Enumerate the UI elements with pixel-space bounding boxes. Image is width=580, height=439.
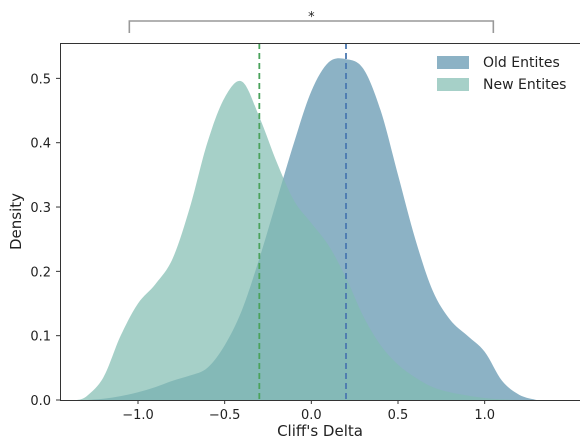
y-tick-label: 0.5 xyxy=(30,72,51,87)
x-axis-ticks: −1.0 −0.5 0.0 0.5 1.0 xyxy=(122,400,495,423)
y-tick-label: 0.0 xyxy=(30,394,51,409)
x-axis-label: Cliff's Delta xyxy=(277,422,363,439)
significance-bracket-line xyxy=(128,20,495,33)
significance-marker: * xyxy=(308,10,315,25)
density-fills xyxy=(77,58,537,400)
plot-frame xyxy=(60,43,580,401)
y-tick-label: 0.1 xyxy=(30,330,51,345)
legend-swatch-old-entites xyxy=(437,56,469,69)
legend: Old Entites New Entites xyxy=(437,55,566,93)
x-tick-label: 0.0 xyxy=(301,408,322,423)
x-tick-label: 1.0 xyxy=(474,408,495,423)
legend-label-new-entites: New Entites xyxy=(483,77,566,93)
x-tick-label: 0.5 xyxy=(388,408,409,423)
density-area-new-entites xyxy=(77,80,528,400)
y-axis-ticks: 0.0 0.1 0.2 0.3 0.4 0.5 xyxy=(30,72,60,409)
y-tick-label: 0.3 xyxy=(30,201,51,216)
y-tick-label: 0.4 xyxy=(30,137,51,152)
significance-bracket: * xyxy=(128,10,495,33)
y-axis-label: Density xyxy=(7,193,25,250)
x-tick-label: −1.0 xyxy=(122,408,154,423)
legend-swatch-new-entites xyxy=(437,78,469,91)
x-tick-label: −0.5 xyxy=(209,408,241,423)
y-tick-label: 0.2 xyxy=(30,265,51,280)
legend-label-old-entites: Old Entites xyxy=(483,55,560,71)
